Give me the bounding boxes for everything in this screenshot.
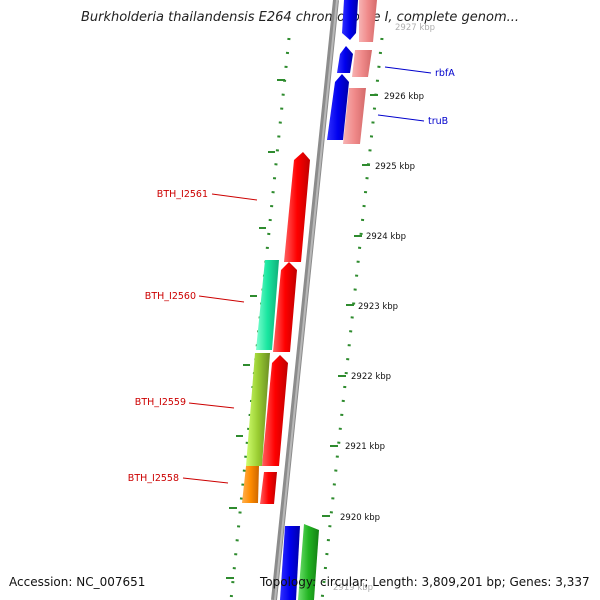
- gene-feature: [284, 152, 310, 262]
- gene-feature: [337, 46, 353, 73]
- scale-ticks: [226, 79, 378, 579]
- gene-label-truB: truB: [428, 116, 448, 127]
- leader-line: [188, 402, 235, 409]
- scale-label: 2921 kbp: [345, 442, 385, 452]
- gene-feature: [280, 526, 300, 600]
- gene-feature: [260, 472, 277, 504]
- leader-line: [384, 66, 432, 74]
- scale-label: 2919 kbp: [333, 583, 373, 593]
- gene-label-BTH_I2560: BTH_I2560: [145, 291, 196, 302]
- leader-line: [182, 477, 229, 484]
- gene-feature: [342, 0, 358, 40]
- gene-feature: [359, 0, 377, 42]
- gene-label-BTH_I2561: BTH_I2561: [157, 189, 208, 200]
- gene-feature: [273, 262, 297, 352]
- map-title: Burkholderia thailandensis E264 chromoso…: [80, 10, 520, 25]
- genome-backbone: [271, 0, 339, 600]
- leader-line: [377, 114, 425, 122]
- gene-feature: [242, 466, 259, 503]
- scale-label: 2922 kbp: [351, 372, 391, 382]
- gene-feature: [262, 355, 288, 466]
- scale-labels: 2927 kbp 2926 kbp 2925 kbp 2924 kbp 2923…: [333, 23, 435, 593]
- label-leaders: [182, 66, 432, 484]
- scale-label: 2924 kbp: [366, 232, 406, 242]
- scale-label: 2926 kbp: [384, 92, 424, 102]
- gene-feature: [298, 524, 319, 600]
- gene-feature: [327, 74, 349, 140]
- accession-text: Accession: NC_007651: [9, 575, 146, 589]
- reverse-strand-genes: [242, 0, 358, 600]
- scale-label: 2927 kbp: [395, 23, 435, 33]
- gene-label-BTH_I2559: BTH_I2559: [135, 397, 186, 408]
- gene-feature: [343, 88, 366, 144]
- leader-line: [198, 295, 245, 303]
- scale-label: 2920 kbp: [340, 513, 380, 523]
- forward-strand-genes: [298, 0, 377, 600]
- gene-feature: [246, 353, 270, 466]
- topology-text: Topology: circular; Length: 3,809,201 bp…: [260, 575, 590, 589]
- gene-feature: [256, 260, 279, 350]
- gene-labels: rbfA truB BTH_I2561 BTH_I2560 BTH_I2559 …: [128, 68, 455, 484]
- gene-feature: [352, 50, 372, 77]
- gene-label-BTH_I2558: BTH_I2558: [128, 473, 179, 484]
- scale-label: 2925 kbp: [375, 162, 415, 172]
- leader-line: [211, 193, 258, 201]
- gene-label-rbfA: rbfA: [435, 68, 455, 79]
- scale-label: 2923 kbp: [358, 302, 398, 312]
